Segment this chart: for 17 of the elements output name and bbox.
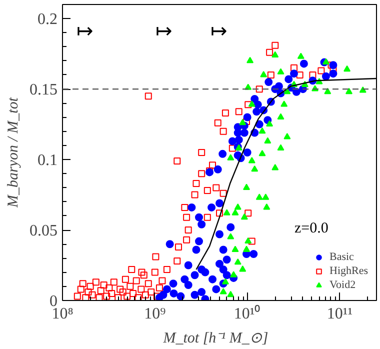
annotation: ↦ bbox=[76, 18, 94, 42]
x-tick-label: 10¹⁰ bbox=[234, 304, 261, 322]
x-tick-label: 10¹¹ bbox=[326, 306, 353, 322]
legend-label: Basic bbox=[330, 250, 354, 264]
x-tick-label: 10⁹ bbox=[144, 306, 166, 322]
x-tick-label: 10⁸ bbox=[52, 306, 74, 322]
legend-label: Void2 bbox=[330, 278, 356, 292]
x-axis-title: M_tot [h⁻¹ M_⊙] bbox=[162, 330, 268, 346]
annotation: ↦ bbox=[210, 18, 228, 42]
annotation: z=0.0 bbox=[294, 220, 328, 236]
y-tick-label: 0.2 bbox=[38, 11, 58, 28]
y-tick-label: 0.15 bbox=[30, 82, 58, 99]
annotation: ↦ bbox=[156, 18, 172, 42]
y-axis-title: M_baryon / M_tot bbox=[6, 96, 22, 208]
y-tick-label: 0.1 bbox=[38, 152, 58, 170]
legend-label: HighRes bbox=[330, 264, 368, 278]
y-tick-label: 0.05 bbox=[30, 222, 58, 240]
